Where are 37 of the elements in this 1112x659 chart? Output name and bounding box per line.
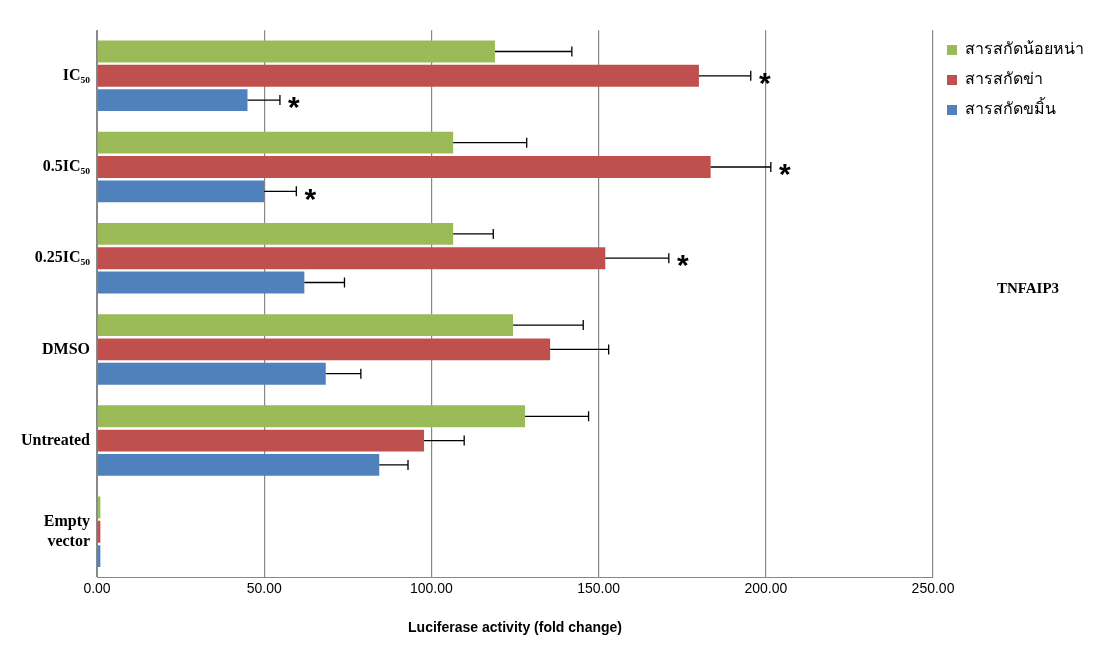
bar [97,222,454,245]
annotation: * [288,90,301,124]
x-axis-title: Luciferase activity (fold change) [408,619,622,636]
y-tick-label: IC₅₀ [62,65,91,83]
bar [97,40,495,63]
text: TNFAIP3 [996,279,1060,296]
y-tick-label: 0.5IC₅₀ [42,157,91,175]
y-tick-label: 0.25IC₅₀ [34,248,91,266]
x-tick-label: 50.00 [246,579,282,596]
bar [97,429,425,452]
bar [97,338,551,361]
annotation: * [304,181,317,215]
x-tick-label: 0.00 [83,579,111,596]
bar [97,362,326,385]
x-tick-label: 150.00 [577,579,621,596]
bar [97,131,454,154]
bar [97,271,305,294]
bar [97,180,265,203]
legend-label: สารสกัดน้อยหน่า [965,39,1084,59]
annotation: * [778,157,791,191]
y-tick-label: DMSO [42,339,91,357]
bar [97,64,699,87]
bar [97,89,248,112]
annotation: * [758,66,771,100]
x-tick-label: 200.00 [744,579,788,596]
x-tick-label: 250.00 [911,579,955,596]
legend-label: สารสกัดข่า [965,69,1043,89]
y-tick-label: Untreated [20,430,91,448]
y-tick-label: Empty vector [43,512,91,549]
bar [97,453,380,476]
bar [97,405,526,428]
legend-label: สารสกัดขมิ้น [965,97,1056,119]
annotation: * [676,248,689,282]
bar [97,247,606,270]
x-tick-label: 100.00 [410,579,454,596]
bar [97,156,711,178]
bar [97,314,514,337]
